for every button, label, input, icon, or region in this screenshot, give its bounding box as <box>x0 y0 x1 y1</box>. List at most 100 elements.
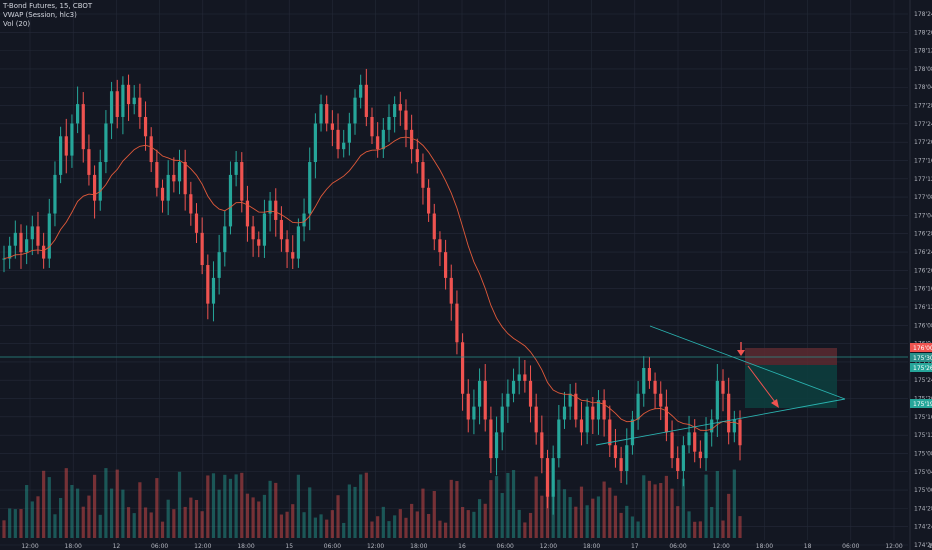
candle-body <box>42 245 46 259</box>
candle-body <box>319 104 323 124</box>
candle-body <box>172 174 176 182</box>
candle-body <box>132 97 136 105</box>
volume-bar <box>189 497 193 538</box>
volume-bar <box>206 475 210 538</box>
candle-body <box>698 451 702 459</box>
candle-body <box>721 380 725 394</box>
volume-bar <box>370 521 374 538</box>
y-tick-label: 175'12 <box>914 432 932 439</box>
price-tag <box>910 399 932 408</box>
y-tick-label: 175'00 <box>914 487 932 494</box>
x-tick-label: 12:00 <box>194 543 211 550</box>
candle-body <box>59 136 63 175</box>
volume-bar <box>359 474 363 538</box>
legend-volume[interactable]: Vol (20) <box>3 20 31 28</box>
candle-body <box>653 380 657 394</box>
price-axis[interactable]: 178'24 178'20 178'12 178'08 178'04 177'28 177'… <box>909 0 932 550</box>
volume-bar <box>87 495 91 538</box>
candle-body <box>223 226 227 253</box>
volume-bar <box>251 497 255 538</box>
stop-loss-zone <box>745 348 837 365</box>
volume-bar <box>211 473 216 538</box>
chart-legend: T-Bond Futures, 15, CBOT VWAP (Session, … <box>3 2 92 29</box>
volume-bar <box>155 478 159 538</box>
candle-body <box>211 277 216 304</box>
time-axis[interactable]: 12:00 18:00 12 06:00 12:00 18:00 15 06:00 12:00 1… <box>21 543 932 550</box>
y-tick-label: 176'08 <box>914 322 932 329</box>
candle-body <box>330 123 334 130</box>
candle-body <box>602 400 606 420</box>
candle-body <box>36 226 40 246</box>
legend-symbol[interactable]: T-Bond Futures, 15, CBOT <box>3 2 93 10</box>
volume-bar <box>381 506 385 538</box>
candle-body <box>189 194 193 214</box>
candle-body <box>738 419 742 446</box>
candle-body <box>630 419 635 446</box>
volume-bar <box>710 507 714 538</box>
x-tick-label: 17 <box>631 543 639 550</box>
upper-trendline <box>649 325 846 400</box>
volume-bar <box>472 511 476 538</box>
candle-body <box>477 380 482 407</box>
y-tick-label: 177'16 <box>914 157 932 164</box>
volume-bar <box>217 489 221 538</box>
y-tick-label: 177'20 <box>914 139 932 146</box>
trend-drawings <box>0 325 908 446</box>
candle-body <box>647 368 652 381</box>
price-tag <box>910 353 932 362</box>
volume-bar <box>47 477 51 538</box>
volume-bar <box>330 510 334 538</box>
y-tick-label: 175'08 <box>914 450 932 457</box>
candle-body <box>126 84 131 105</box>
volume-bar <box>115 469 119 538</box>
volume-bar <box>70 484 74 538</box>
y-tick-label: 177'12 <box>914 176 932 183</box>
candle-body <box>206 265 210 304</box>
y-tick-label: 174'24 <box>914 524 932 531</box>
x-tick-label: 18:00 <box>929 543 932 550</box>
candle-body <box>387 116 391 130</box>
y-tick-label: 177'28 <box>914 103 932 110</box>
x-tick-label: 12:00 <box>713 543 730 550</box>
candle-body <box>619 458 623 471</box>
candle-body <box>359 84 363 98</box>
volume-bar <box>279 514 284 538</box>
candle-body <box>376 136 380 150</box>
volume-bar <box>727 493 731 538</box>
y-tick-label: 176'28 <box>914 231 932 238</box>
candle-body <box>681 445 685 471</box>
candle-body <box>710 419 714 433</box>
volume-bar <box>574 506 578 538</box>
candle-body <box>398 104 402 111</box>
volume-bar <box>319 514 323 538</box>
volume-bar <box>262 494 267 538</box>
volume-bar <box>421 488 425 538</box>
volume-bar <box>664 475 668 538</box>
volume-bar <box>166 499 170 538</box>
volume-bar <box>585 505 589 538</box>
candle-body <box>234 162 238 175</box>
candle-body <box>562 406 567 420</box>
legend-vwap[interactable]: VWAP (Session, hlc3) <box>3 11 77 19</box>
projection-arrow <box>747 365 779 407</box>
volume-bar <box>285 511 289 538</box>
volume-bar <box>291 504 295 538</box>
volume-bar <box>393 515 397 538</box>
candle-body <box>364 84 368 117</box>
volume-bar <box>410 503 414 538</box>
candle-body <box>302 213 306 227</box>
volume-bar <box>8 508 12 538</box>
volume-bar <box>670 488 674 538</box>
volume-bar <box>234 474 238 538</box>
x-tick-label: 12:00 <box>540 543 557 550</box>
volume-bar <box>353 486 357 538</box>
volume-bar <box>336 495 340 538</box>
volume-bar <box>132 513 136 538</box>
candle-body <box>613 445 618 459</box>
volume-bar <box>477 499 482 538</box>
volume-bar <box>13 509 17 538</box>
candle-body <box>143 116 148 137</box>
volume-bar <box>240 472 244 538</box>
candle-body <box>92 174 97 201</box>
